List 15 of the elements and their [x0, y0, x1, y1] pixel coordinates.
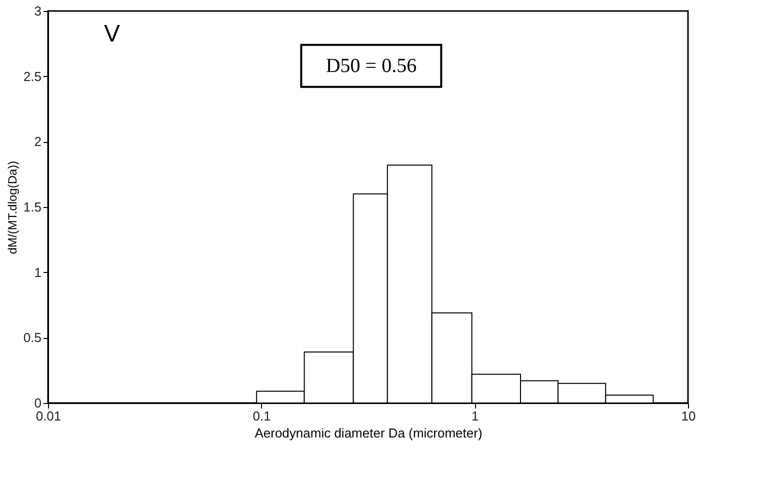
- annotation: V: [104, 20, 120, 48]
- y-tick-label: 1.5: [23, 200, 42, 214]
- x-tick-label: 0.01: [36, 408, 62, 424]
- x-axis-title: Aerodynamic diameter Da (micrometer): [254, 426, 482, 440]
- y-tick-label: 1: [34, 264, 42, 280]
- y-tick-label: 0.5: [23, 330, 42, 346]
- x-tick-label: 10: [681, 408, 696, 424]
- x-tick-label: 0.1: [252, 408, 271, 424]
- x-tick-label: 1: [472, 408, 479, 424]
- y-tick-label: 3: [34, 4, 42, 18]
- y-tick-label: 2: [34, 134, 42, 150]
- annotation: D50 = 0.56: [326, 54, 417, 77]
- y-tick-label: 0: [34, 396, 42, 410]
- y-tick-label: 2.5: [23, 68, 42, 84]
- y-axis-title: dM/(MT.dlog(Da)): [5, 160, 20, 254]
